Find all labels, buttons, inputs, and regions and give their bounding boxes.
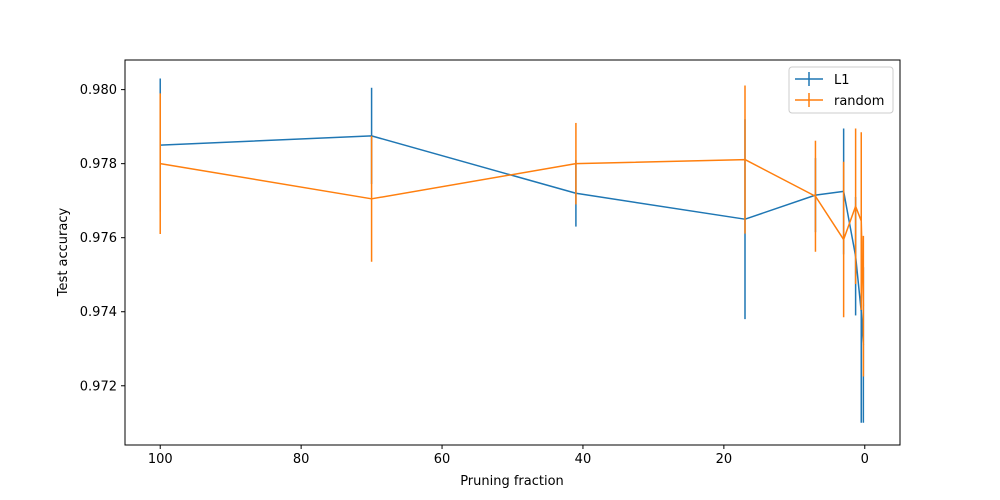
y-tick-label: 0.978: [80, 157, 117, 172]
y-tick-label: 0.974: [80, 305, 117, 320]
legend-label: random: [834, 94, 884, 109]
y-axis-label: Test accuracy: [56, 208, 71, 298]
x-tick-label: 60: [434, 452, 451, 467]
series-layer: [159, 78, 865, 423]
y-tick-label: 0.980: [80, 83, 117, 98]
series-line: [160, 158, 865, 307]
plot-frame: [124, 59, 901, 446]
x-tick-label: 0: [861, 452, 869, 467]
x-ticks: 100 80 60 40 20 0: [148, 445, 869, 467]
x-axis-label: Pruning fraction: [460, 474, 564, 489]
series-random: [159, 85, 865, 377]
y-ticks: 0.972 0.974 0.976 0.978 0.980: [80, 83, 125, 394]
legend-label: L1: [834, 73, 850, 88]
legend: L1 random: [788, 66, 894, 114]
plot-area: [125, 60, 900, 445]
x-tick-label: 80: [293, 452, 310, 467]
y-tick-label: 0.972: [80, 379, 117, 394]
legend-entries: L1 random: [795, 72, 884, 109]
x-tick-label: 20: [716, 452, 733, 467]
y-tick-label: 0.976: [80, 231, 117, 246]
x-tick-label: 100: [148, 452, 173, 467]
axes-layer: [124, 59, 901, 446]
x-tick-label: 40: [575, 452, 592, 467]
